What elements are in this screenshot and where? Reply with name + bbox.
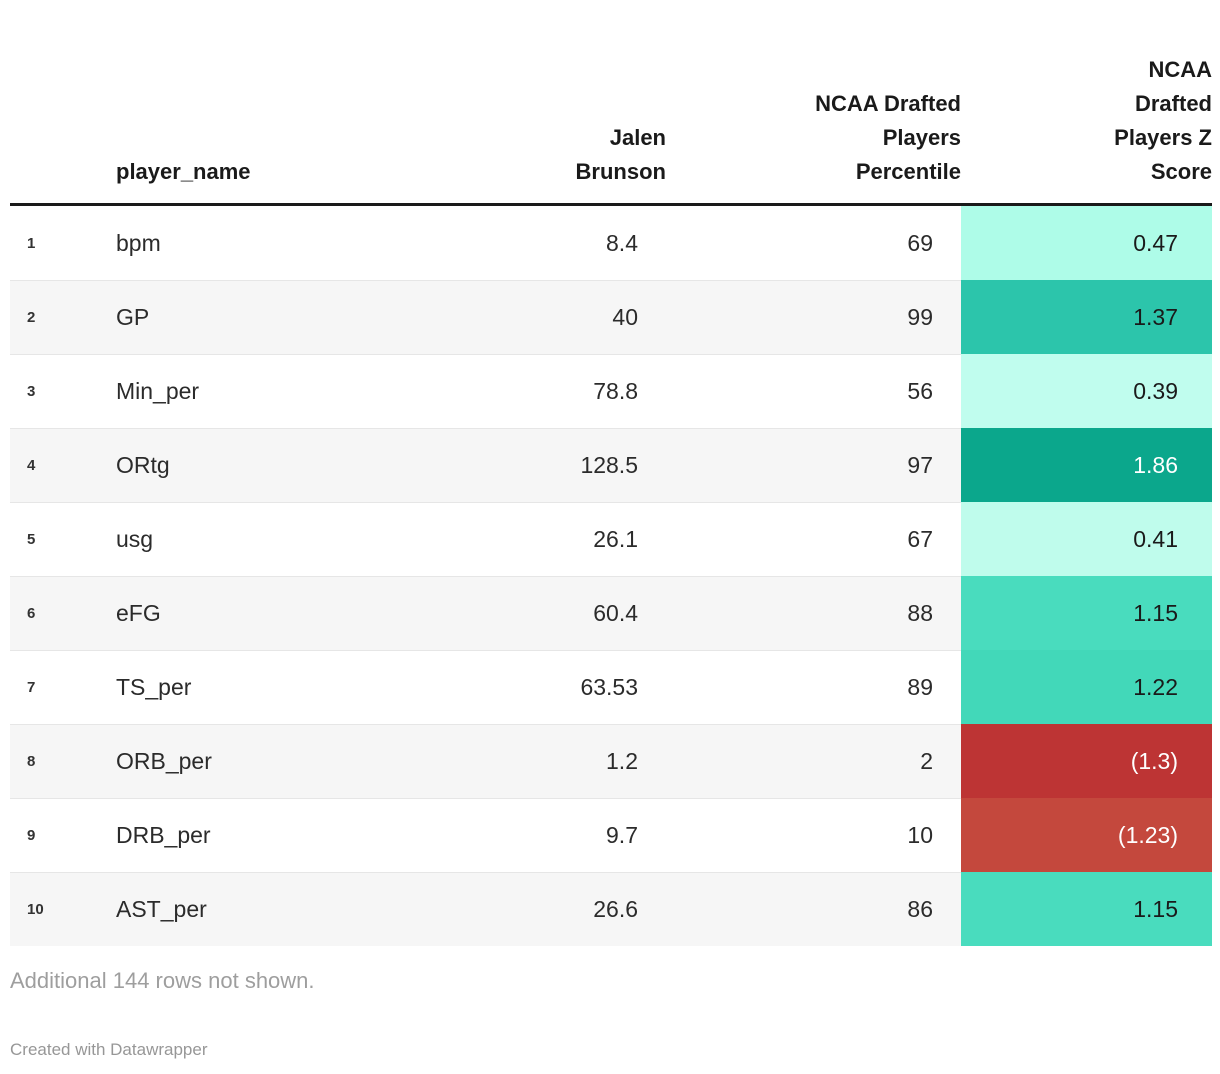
header-z-score: NCAA Drafted Players Z Score [961,0,1212,206]
z-score-cell: 1.15 [961,872,1212,946]
row-index: 2 [10,280,116,354]
header-player-name: player_name [116,0,361,206]
table-row: 4 ORtg 128.5 97 1.86 [10,428,1212,502]
player-value-cell: 78.8 [361,354,666,428]
table-row: 3 Min_per 78.8 56 0.39 [10,354,1212,428]
row-index: 5 [10,502,116,576]
percentile-cell: 56 [666,354,961,428]
row-index: 9 [10,798,116,872]
player-value-cell: 40 [361,280,666,354]
stat-name-cell: usg [116,502,361,576]
row-index: 3 [10,354,116,428]
percentile-cell: 97 [666,428,961,502]
percentile-cell: 10 [666,798,961,872]
percentile-cell: 88 [666,576,961,650]
player-value-cell: 26.6 [361,872,666,946]
z-score-cell: 1.37 [961,280,1212,354]
z-score-cell: 0.47 [961,206,1212,280]
player-value-cell: 26.1 [361,502,666,576]
header-jalen-brunson: Jalen Brunson [361,0,666,206]
z-score-cell: 1.86 [961,428,1212,502]
data-table-container: player_name Jalen Brunson NCAA Drafted P… [10,0,1212,946]
stat-name-cell: bpm [116,229,161,256]
table-row: 1 bpm 8.4 69 0.47 [10,206,1212,280]
player-value-cell: 128.5 [361,428,666,502]
table-row: 10 AST_per 26.6 86 1.15 [10,872,1212,946]
header-row: player_name Jalen Brunson NCAA Drafted P… [10,0,1212,206]
stat-name-cell: ORB_per [116,724,361,798]
table-row: 9 DRB_per 9.7 10 (1.23) [10,798,1212,872]
z-score-cell: 0.39 [961,354,1212,428]
row-index: 6 [10,576,116,650]
player-value-cell: 8.4 [606,229,638,256]
player-value-cell: 9.7 [361,798,666,872]
player-value-cell: 1.2 [361,724,666,798]
percentile-cell: 89 [666,650,961,724]
header-row-index [10,0,116,206]
stat-name-cell: TS_per [116,650,361,724]
percentile-cell: 69 [907,229,933,256]
row-index: 8 [10,724,116,798]
table-row: 5 usg 26.1 67 0.41 [10,502,1212,576]
stat-name-cell: DRB_per [116,798,361,872]
stat-name-cell: GP [116,280,361,354]
z-score-cell: 1.15 [961,576,1212,650]
table-row: 8 ORB_per 1.2 2 (1.3) [10,724,1212,798]
datawrapper-attribution-link[interactable]: Created with Datawrapper [10,1040,208,1059]
z-score-cell: (1.3) [961,724,1212,798]
row-index: 7 [10,650,116,724]
player-value-cell: 60.4 [361,576,666,650]
stat-name-cell: Min_per [116,354,361,428]
row-index: 4 [10,428,116,502]
table-row: 6 eFG 60.4 88 1.15 [10,576,1212,650]
stats-table: player_name Jalen Brunson NCAA Drafted P… [10,0,1212,946]
stat-name-cell: eFG [116,576,361,650]
table-row: 7 TS_per 63.53 89 1.22 [10,650,1212,724]
row-index: 10 [10,872,116,946]
percentile-cell: 86 [666,872,961,946]
player-value-cell: 63.53 [361,650,666,724]
z-score-cell: 1.22 [961,650,1212,724]
percentile-cell: 67 [666,502,961,576]
header-percentile: NCAA Drafted Players Percentile [666,0,961,206]
table-row: 2 GP 40 99 1.37 [10,280,1212,354]
rows-not-shown-note: Additional 144 rows not shown. [10,968,315,993]
percentile-cell: 2 [666,724,961,798]
percentile-cell: 99 [666,280,961,354]
z-score-cell: (1.23) [961,798,1212,872]
stat-name-cell: AST_per [116,872,361,946]
row-index: 1 [27,234,36,252]
z-score-cell: 0.41 [961,502,1212,576]
stat-name-cell: ORtg [116,428,361,502]
